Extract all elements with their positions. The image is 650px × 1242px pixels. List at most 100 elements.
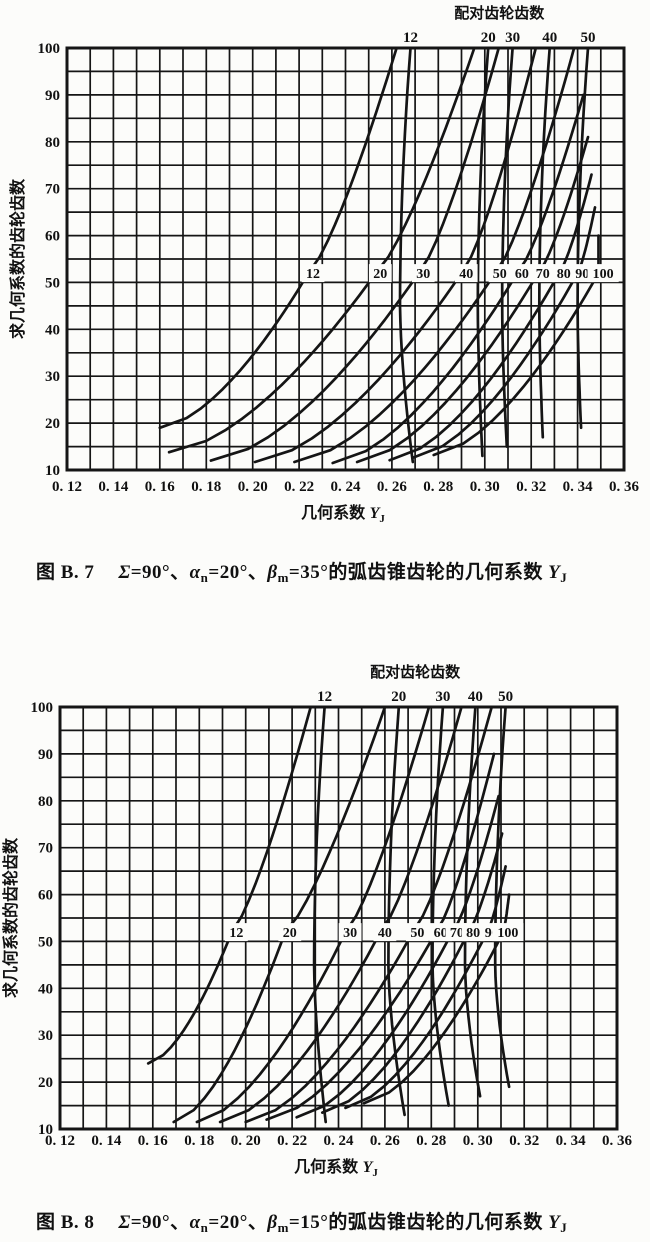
top-label-30: 30	[435, 689, 450, 705]
y-tick-label: 70	[38, 841, 53, 857]
x-tick-label: 0. 34	[556, 1133, 587, 1149]
band-label-12: 12	[229, 926, 243, 941]
plot-border	[58, 705, 619, 1131]
figure-caption-b8: 图 B. 8 Σ=90°、αn=20°、βm=15°的弧齿锥齿轮的几何系数 YJ	[36, 1207, 636, 1236]
steep-curve-40	[537, 46, 552, 439]
caption-run: 的弧齿锥齿轮的几何系数	[328, 562, 549, 583]
caption-run: =20°、	[208, 562, 268, 583]
mate-teeth-curve-20	[172, 705, 387, 1124]
steep-curve-30	[500, 46, 514, 448]
top-label-40: 40	[542, 30, 557, 46]
caption-run: β	[267, 1212, 278, 1233]
band-label-80: 80	[466, 926, 480, 941]
mate-teeth-curve-70	[355, 135, 590, 464]
y-tick-labels: 100 90 80 70 60 50 40 30 20 10	[31, 700, 54, 1138]
mate-teeth-curve-50	[244, 705, 494, 1124]
mate-teeth-curve-70	[295, 794, 500, 1119]
x-tick-label: 0. 26	[377, 479, 408, 495]
plot-border	[65, 46, 626, 472]
y-tick-label: 50	[45, 275, 60, 291]
y-axis-title: 求几何系数的齿轮齿数	[1, 837, 20, 998]
band-label-bg	[278, 923, 302, 942]
y-tick-label: 30	[45, 369, 60, 385]
top-label-50: 50	[498, 689, 513, 705]
caption-run: =90°、	[130, 562, 190, 583]
top-label-40: 40	[468, 689, 483, 705]
mate-teeth-curve-12	[158, 46, 398, 430]
band-label-90: 90	[575, 267, 589, 282]
mate-teeth-curve-30	[209, 46, 501, 462]
grid	[59, 706, 618, 1130]
y-axis-title: 求几何系数的齿轮齿数	[8, 178, 27, 339]
curves	[158, 46, 600, 465]
mate-teeth-curve-30	[195, 705, 431, 1124]
caption-run: Y	[548, 1212, 561, 1233]
band-label-100: 100	[593, 267, 614, 282]
band-labels: 12 20 30 40 50 60 70 80 90 100	[301, 264, 619, 283]
y-tick-label: 10	[45, 463, 60, 479]
mate-teeth-curve-80	[388, 173, 593, 462]
band-label-bg	[301, 264, 325, 283]
y-tick-label: 60	[38, 888, 53, 904]
y-tick-label: 20	[45, 416, 60, 432]
caption-run: 的弧齿锥齿轮的几何系数	[328, 1212, 549, 1233]
mate-teeth-curve-40	[253, 46, 538, 464]
band-label-bg	[406, 923, 429, 942]
band-label-bg	[338, 923, 362, 942]
y-tick-label: 30	[38, 1028, 53, 1044]
x-tick-label: 0. 36	[602, 1133, 633, 1149]
top-label-30: 30	[505, 30, 520, 46]
band-label-30: 30	[343, 926, 357, 941]
y-tick-label: 70	[45, 182, 60, 198]
y-tick-labels: 100 90 80 70 60 50 40 30 20 10	[38, 41, 61, 479]
steep-curve-30	[431, 705, 451, 1107]
x-tick-label: 0. 24	[324, 1133, 355, 1149]
mate-teeth-curve-50	[293, 46, 576, 464]
x-tick-label: 0. 32	[509, 1133, 539, 1149]
caption-run: 图 B. 7	[36, 562, 95, 583]
caption-run: =35°	[288, 562, 329, 583]
y-tick-label: 100	[31, 700, 54, 716]
band-label-40: 40	[378, 926, 392, 941]
band-label-bg	[552, 264, 576, 283]
x-tick-label: 0. 12	[45, 1133, 75, 1149]
x-tick-label: 0. 28	[416, 1133, 446, 1149]
band-label-bg	[587, 264, 619, 283]
y-tick-label: 40	[45, 322, 60, 338]
y-tick-label: 60	[45, 229, 60, 245]
x-tick-label: 0. 36	[609, 479, 640, 495]
x-tick-label: 0. 34	[563, 479, 594, 495]
mate-teeth-curve-12	[146, 705, 313, 1065]
mate-teeth-curve-40	[218, 705, 463, 1124]
top-label-12: 12	[317, 689, 332, 705]
mate-teeth-curve-60	[331, 93, 585, 465]
band-label-bg	[531, 264, 555, 283]
x-tick-label: 0. 14	[98, 479, 129, 495]
band-label-70: 70	[450, 926, 464, 941]
top-labels: 12 20 30 40 50	[403, 30, 596, 46]
top-label-12: 12	[403, 30, 418, 46]
steep-curve-12	[398, 46, 415, 464]
band-label-bg	[454, 264, 478, 283]
band-label-60: 60	[434, 926, 448, 941]
band-label-bg	[225, 923, 248, 942]
caption-run: 图 B. 8	[36, 1212, 95, 1233]
band-label-50: 50	[410, 926, 424, 941]
caption-run: m	[277, 570, 289, 585]
top-label-50: 50	[581, 30, 596, 46]
steep-curve-20	[476, 46, 490, 458]
caption-run: =90°、	[130, 1212, 190, 1233]
x-tick-label: 0. 26	[370, 1133, 401, 1149]
band-label-80: 80	[557, 267, 571, 282]
x-tick-label: 0. 18	[184, 1133, 214, 1149]
chart-figure-b7: 12 20 30 40 50 60 70 80 90 100 12 20 30 40 50 配对齿轮齿数 0. …	[8, 4, 640, 525]
band-label-50: 50	[493, 267, 507, 282]
band-label-bg	[373, 923, 397, 942]
mate-teeth-curve-90	[411, 206, 597, 460]
band-label-20: 20	[373, 267, 387, 282]
caption-run: Σ	[118, 1212, 131, 1233]
mate-teeth-curve-20	[167, 46, 476, 454]
caption-run: n	[200, 1220, 209, 1235]
steep-curve-40	[463, 705, 482, 1098]
